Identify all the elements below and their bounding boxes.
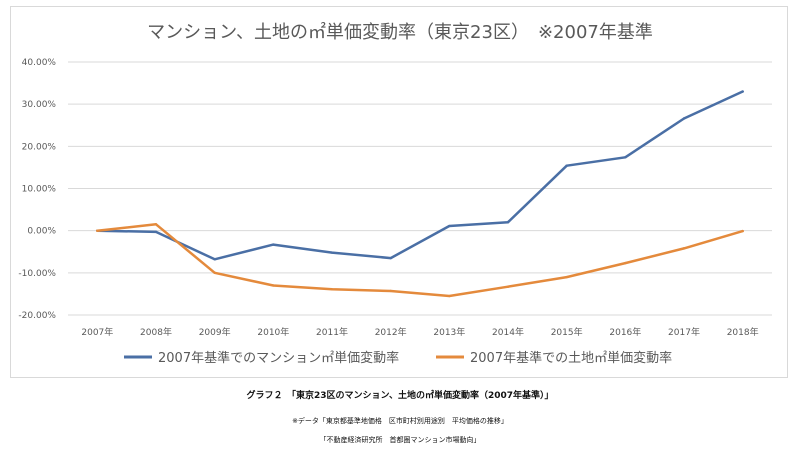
data-point (272, 243, 275, 246)
y-tick-label: -20.00% (18, 311, 56, 321)
x-tick-label: 2011年 (316, 326, 348, 338)
data-point (506, 285, 510, 288)
y-axis-tick-labels: -20.00% -10.00% 0.00% 10.00% 20.00% 30.00% 40.… (18, 58, 56, 321)
chart-frame (10, 6, 788, 378)
y-tick-label: 10.00% (22, 185, 57, 195)
data-point (565, 275, 568, 279)
legend-label: 2007年基準での土地㎡単価変動率 (470, 350, 672, 366)
x-tick-label: 2014年 (492, 326, 524, 338)
series-line-1 (96, 90, 744, 261)
data-point (565, 164, 568, 167)
y-tick-label: -10.00% (18, 269, 56, 279)
data-source-note-2: 「不動産経済研究所 首都圏マンション市場動向」 (319, 436, 481, 444)
series-lines (96, 90, 744, 298)
x-tick-label: 2007年 (81, 326, 113, 338)
data-point (448, 224, 451, 228)
data-point (448, 294, 451, 298)
data-point (389, 289, 392, 293)
x-tick-label: 2013年 (433, 326, 465, 338)
data-point (741, 229, 744, 233)
data-point (330, 251, 334, 254)
data-point (682, 117, 686, 120)
x-tick-label: 2017年 (668, 326, 700, 338)
figure-caption: グラフ２ 「東京23区のマンション、土地の㎡単価変動率（2007年基準）」 (246, 391, 554, 401)
data-point (213, 258, 216, 261)
data-source-note: ※データ「東京都基準地価格 区市町村別用途別 平均価格の推移」 (292, 417, 508, 425)
data-point (213, 271, 216, 275)
data-point (741, 90, 744, 93)
line-chart: -20.00% -10.00% 0.00% 10.00% 20.00% 30.00% 40.… (18, 58, 772, 366)
gridlines (68, 61, 772, 316)
x-tick-label: 2009年 (199, 326, 231, 338)
legend: 2007年基準でのマンション㎡単価変動率 2007年基準での土地㎡単価変動率 (124, 350, 672, 366)
legend-label: 2007年基準でのマンション㎡単価変動率 (158, 350, 399, 366)
data-point (272, 284, 275, 287)
x-tick-label: 2015年 (551, 326, 583, 338)
x-tick-label: 2012年 (375, 326, 407, 338)
chart-title: マンション、土地の㎡単価変動率（東京23区） ※2007年基準 (147, 22, 653, 43)
data-point (154, 230, 158, 234)
x-tick-label: 2010年 (257, 326, 289, 338)
data-point (506, 221, 510, 224)
y-tick-label: 0.00% (27, 227, 56, 237)
data-point (624, 261, 627, 265)
data-point (330, 288, 334, 291)
data-point (389, 256, 392, 260)
x-tick-label: 2016年 (609, 326, 641, 338)
series-line-2 (96, 223, 744, 298)
y-tick-label: 30.00% (22, 100, 57, 110)
y-tick-label: 20.00% (22, 142, 57, 152)
data-point (96, 229, 99, 232)
x-axis-tick-labels: 2007年 2008年 2009年 2010年 2011年 2012年 2013年 2014年… (81, 326, 758, 338)
data-point (624, 156, 627, 159)
x-tick-label: 2018年 (727, 326, 759, 338)
data-point (154, 223, 158, 226)
data-point (682, 247, 686, 250)
x-tick-label: 2008年 (140, 326, 172, 338)
y-tick-label: 40.00% (22, 58, 57, 68)
